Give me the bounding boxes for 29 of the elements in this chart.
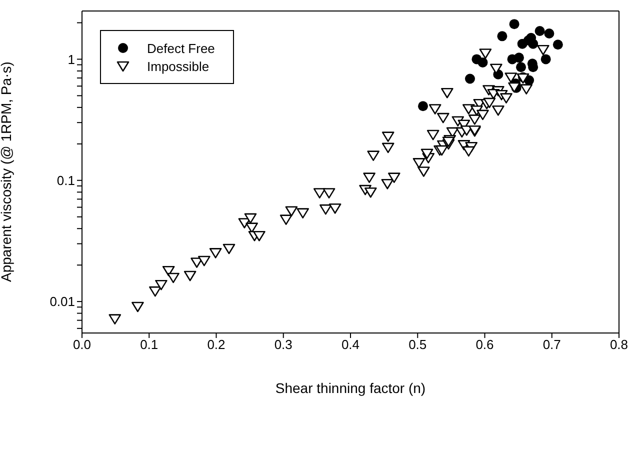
x-tick-label: 0.6 [476, 337, 494, 352]
point [540, 54, 551, 64]
point [516, 62, 526, 72]
point [552, 40, 563, 50]
point [478, 57, 488, 68]
x-tick-label: 0.3 [274, 337, 292, 352]
point [544, 28, 554, 39]
x-tick-label: 0.7 [542, 337, 561, 352]
point [514, 52, 524, 63]
x-tick-label: 0.2 [207, 337, 226, 352]
x-tick-label: 0.1 [140, 337, 158, 352]
point [528, 38, 538, 49]
x-tick-label: 0.8 [610, 337, 628, 352]
point [534, 26, 545, 36]
y-tick-label: 0.1 [56, 172, 75, 188]
y-tick-label: 1 [68, 52, 75, 67]
x-tick-label: 0.0 [72, 337, 92, 352]
point [509, 19, 520, 30]
x-axis-title: Shear thinning factor (n) [275, 380, 426, 396]
legend-label: Defect Free [147, 40, 215, 56]
y-axis-title: Apparent viscosity (@ 1RPM, Pa·s) [0, 62, 14, 282]
point [497, 31, 508, 42]
legend-label: Impossible [147, 58, 210, 74]
x-tick-label: 0.5 [408, 337, 427, 352]
point [418, 101, 428, 112]
y-tick-label: 0.01 [50, 294, 75, 310]
point [464, 74, 475, 84]
x-tick-label: 0.4 [341, 337, 360, 352]
point [517, 38, 528, 49]
